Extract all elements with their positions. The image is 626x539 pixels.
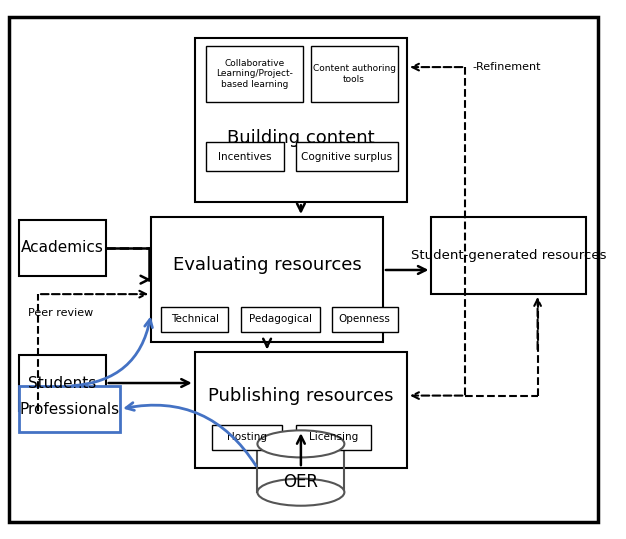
Text: OER: OER [284,473,319,490]
Bar [431,217,586,294]
Text: Evaluating resources: Evaluating resources [173,256,361,274]
Text: -Refinement: -Refinement [473,62,541,72]
Text: Openness: Openness [339,314,391,324]
Text: Content authoring
tools: Content authoring tools [312,64,396,84]
Text: Collaborative
Learning/Project-
based learning: Collaborative Learning/Project- based le… [216,59,293,89]
Text: Pedagogical: Pedagogical [249,314,312,324]
Text: Students: Students [28,376,96,391]
Text: Incentives: Incentives [218,152,272,162]
Text: Building content: Building content [227,129,375,147]
Text: Cognitive surplus: Cognitive surplus [301,152,393,162]
Text: Hosting: Hosting [227,432,267,442]
Bar [206,142,284,171]
Bar [195,352,407,468]
Text: Publishing resources: Publishing resources [208,386,394,405]
Bar [206,46,303,102]
Ellipse shape [257,430,344,458]
Text: Licensing: Licensing [309,432,358,442]
Ellipse shape [257,479,344,506]
Text: Peer review: Peer review [28,308,94,319]
Bar [195,38,407,202]
Text: Professionals: Professionals [19,402,120,417]
Ellipse shape [257,479,344,506]
Bar [296,142,398,171]
Bar [161,307,228,332]
Bar [332,307,398,332]
Text: Academics: Academics [21,240,104,255]
Bar [19,386,120,432]
Bar [19,220,106,276]
Text: Technical: Technical [171,314,218,324]
Text: Student-generated resources: Student-generated resources [411,249,607,262]
Bar [212,425,282,450]
Bar [19,355,106,411]
Bar [151,217,383,342]
Bar [241,307,321,332]
Bar [296,425,371,450]
Bar [310,46,398,102]
